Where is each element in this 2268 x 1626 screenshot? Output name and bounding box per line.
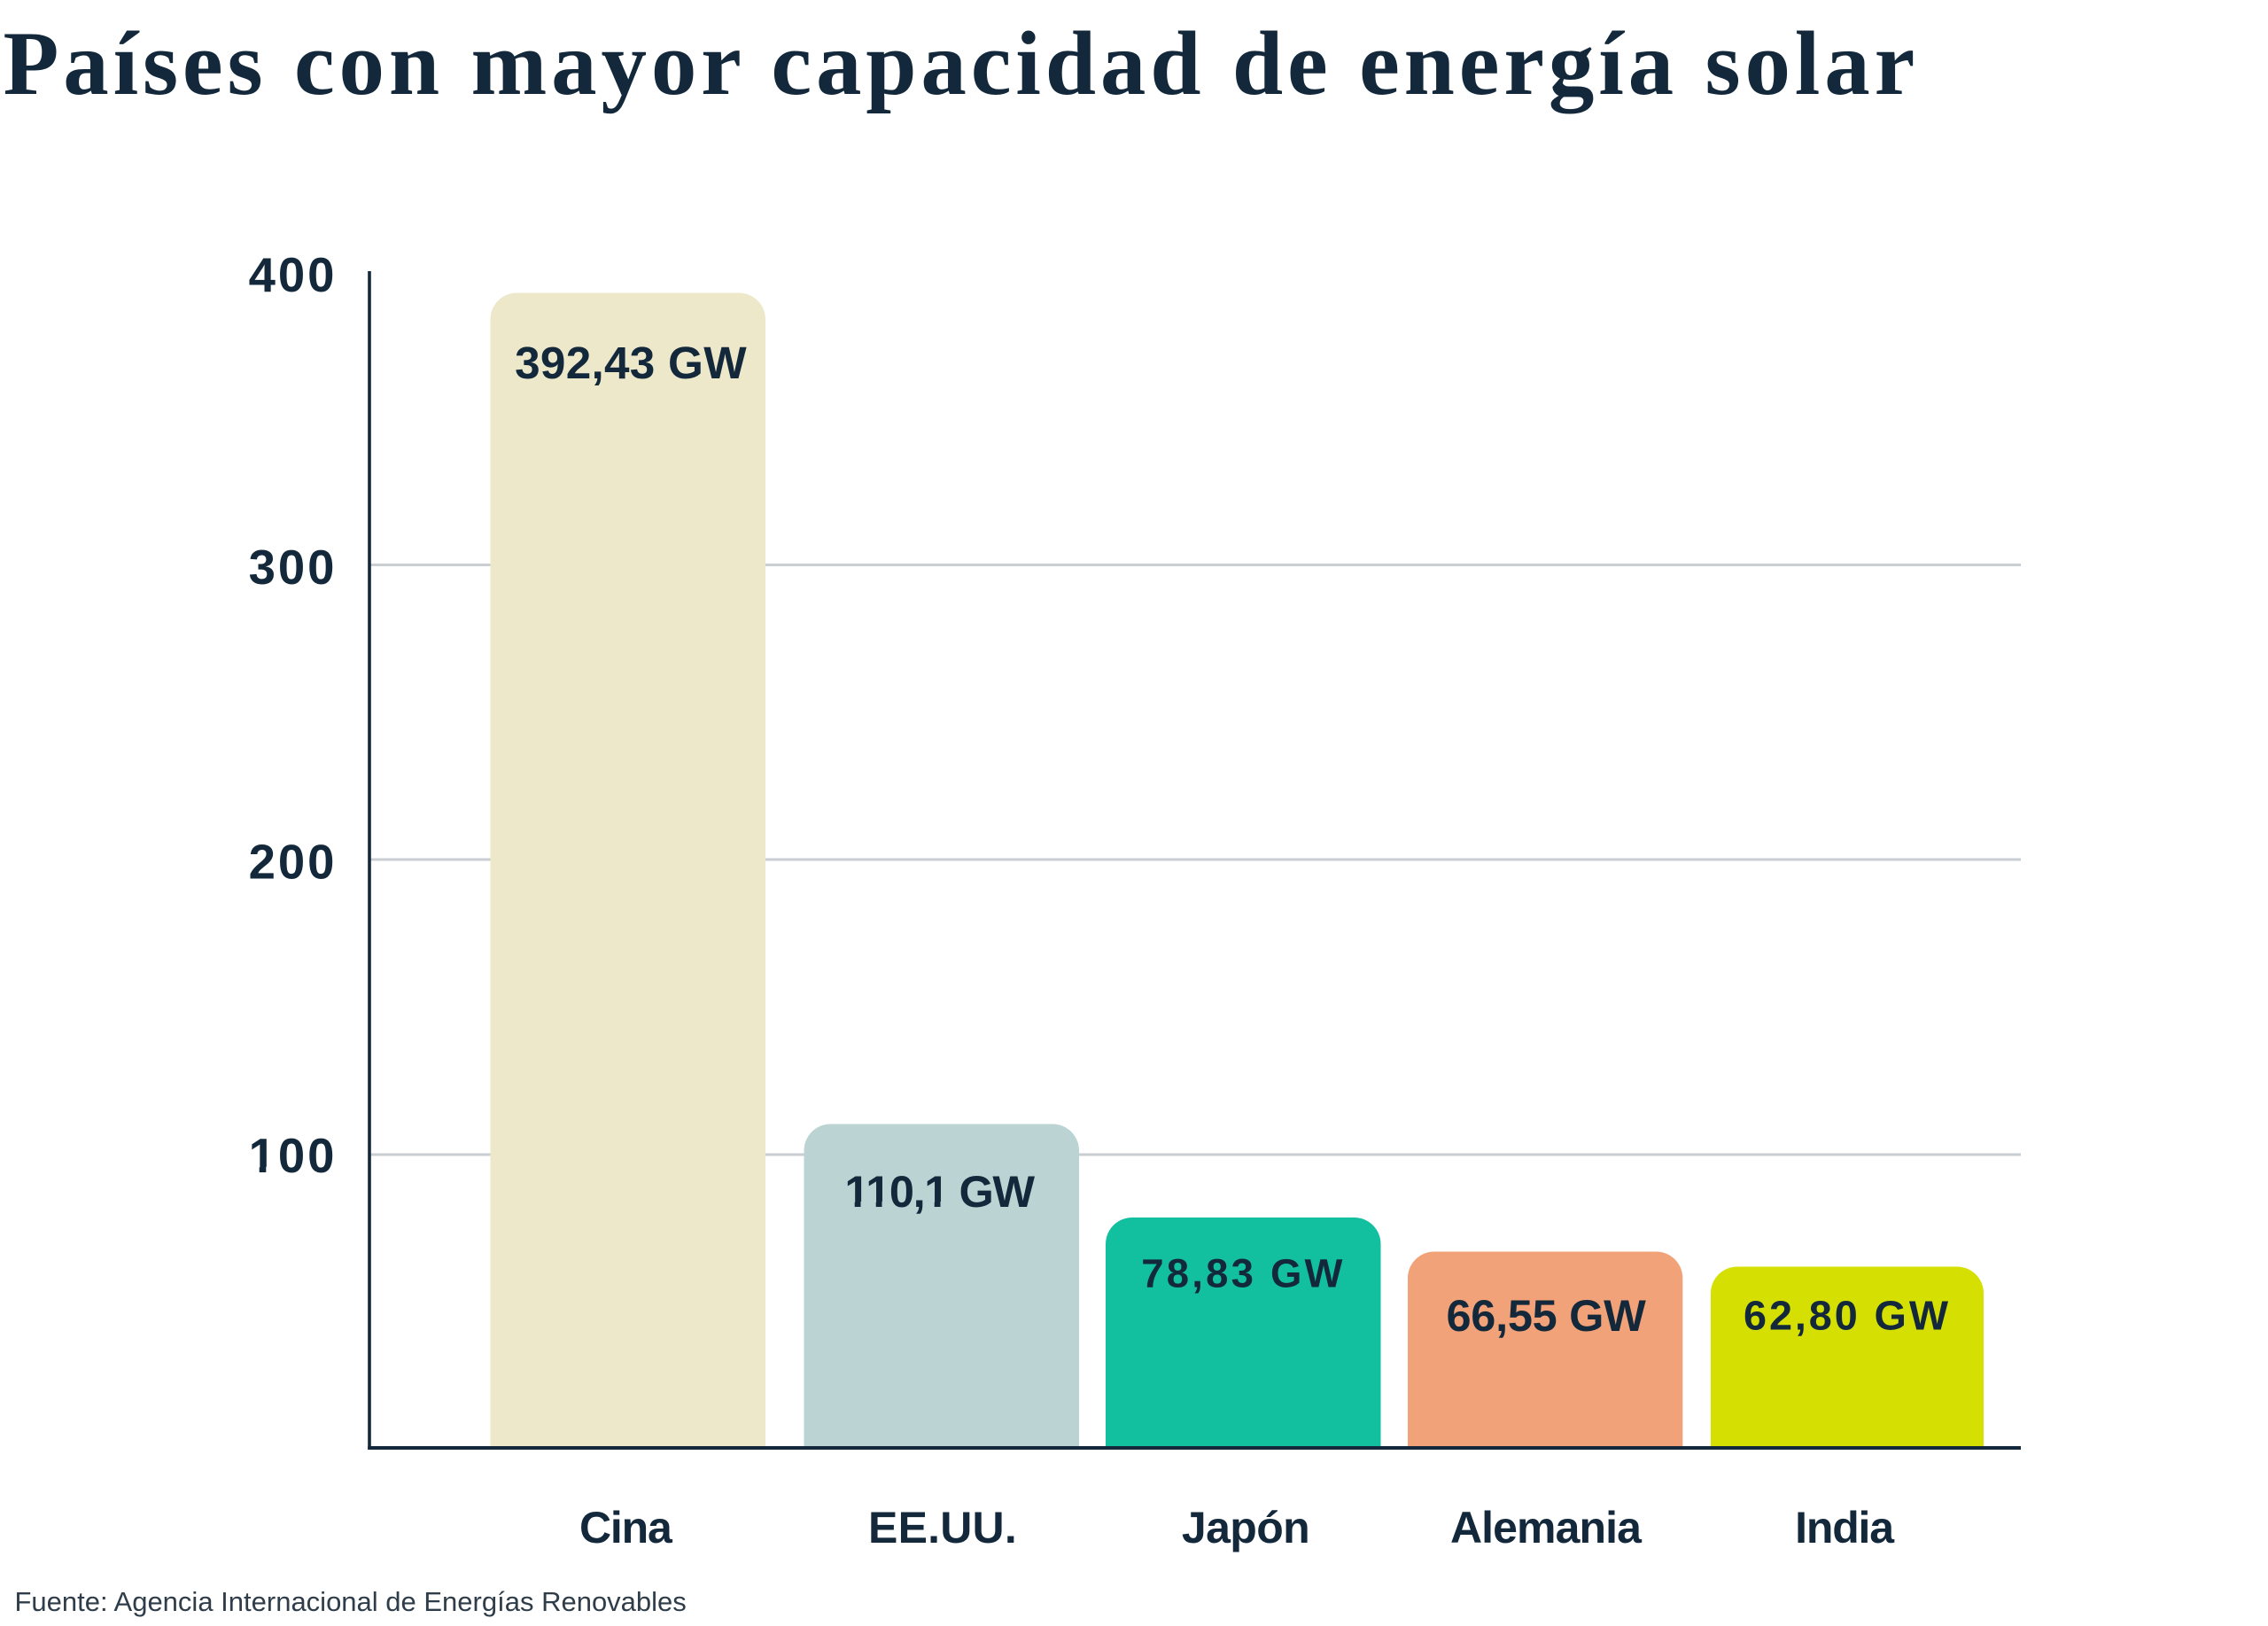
svg-text:400: 400 bbox=[249, 248, 338, 302]
svg-text:100: 100 bbox=[249, 1129, 338, 1183]
svg-text:110,1 GW: 110,1 GW bbox=[844, 1166, 1035, 1217]
svg-text:78,83 GW: 78,83 GW bbox=[1141, 1251, 1345, 1296]
svg-text:India: India bbox=[1795, 1503, 1895, 1552]
svg-text:392,43 GW: 392,43 GW bbox=[515, 338, 747, 388]
svg-text:300: 300 bbox=[249, 541, 338, 595]
svg-text:Países con mayor capacidad de: Países con mayor capacidad de energía so… bbox=[4, 13, 1920, 114]
svg-text:EE.UU.: EE.UU. bbox=[868, 1503, 1017, 1552]
svg-text:Japón: Japón bbox=[1182, 1503, 1309, 1552]
svg-text:200: 200 bbox=[249, 836, 338, 890]
svg-text:66,55 GW: 66,55 GW bbox=[1447, 1290, 1647, 1341]
svg-text:Cina: Cina bbox=[579, 1503, 673, 1552]
svg-text:Alemania: Alemania bbox=[1450, 1503, 1643, 1552]
svg-text:62,80 GW: 62,80 GW bbox=[1744, 1293, 1951, 1339]
svg-text:Fuente: Agencia Internacional: Fuente: Agencia Internacional de Energía… bbox=[15, 1586, 687, 1617]
